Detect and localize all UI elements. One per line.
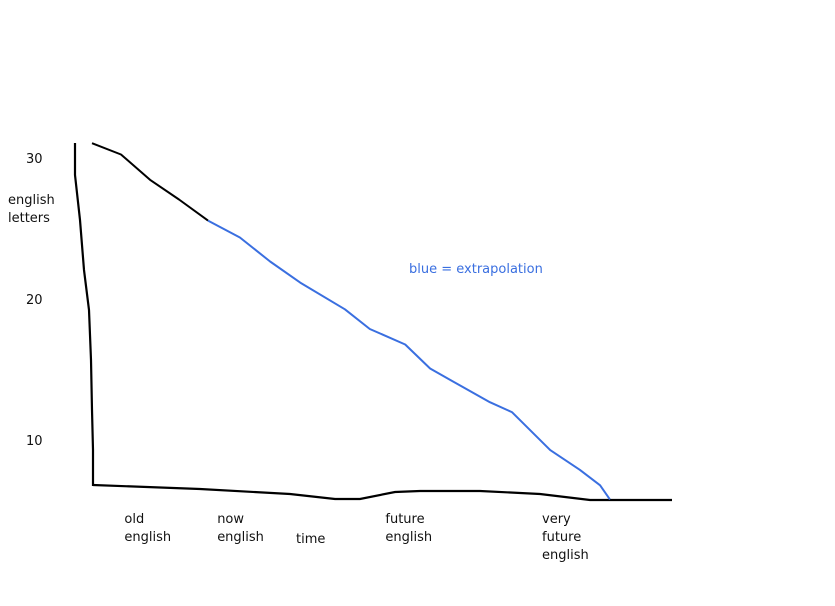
y-tick-label: 30 — [26, 152, 43, 168]
x-axis-label: time — [296, 532, 326, 547]
y-axis-label: english letters — [8, 193, 55, 226]
line — [91, 142, 209, 222]
y-tick-label: 20 — [26, 292, 43, 308]
x-tick-label: future english — [385, 512, 433, 545]
x-tick-label: old english — [124, 512, 172, 545]
line — [207, 219, 611, 500]
x-tick-label: very future english — [542, 512, 589, 563]
y-tick-label: 10 — [26, 433, 43, 449]
x-tick-label: now english — [217, 512, 264, 545]
y-axis — [73, 143, 95, 486]
x-axis — [92, 483, 672, 502]
annotation: blue = extrapolation — [409, 262, 543, 277]
